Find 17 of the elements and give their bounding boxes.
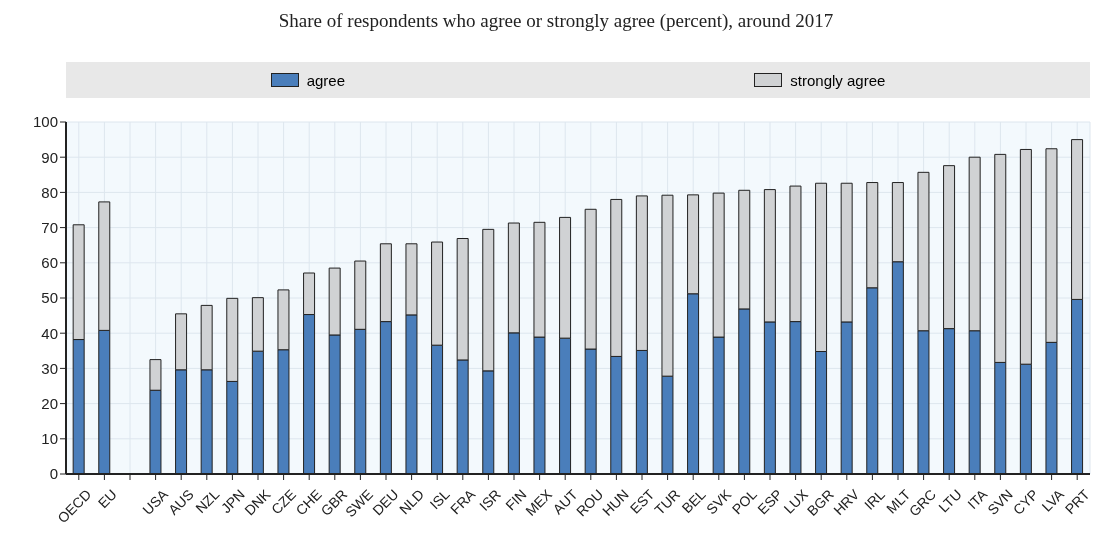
y-tick-label: 70 — [41, 218, 58, 236]
y-tick-label: 0 — [49, 465, 58, 483]
chart-title: Share of respondents who agree or strongly agree (percent), around 2017 — [277, 10, 835, 32]
y-tick-label: 50 — [41, 289, 58, 307]
y-tick-label: 90 — [41, 148, 58, 166]
legend-label: strongly agree — [790, 71, 886, 89]
x-tick-label: NZL — [192, 486, 223, 517]
x-tick-label: ISR — [476, 486, 504, 514]
y-tick-label: 20 — [41, 394, 58, 412]
y-tick-label: 30 — [41, 359, 58, 377]
y-tick-label: 80 — [41, 183, 58, 201]
x-tick-label: EU — [94, 486, 120, 512]
legend-label: agree — [306, 71, 346, 89]
y-tick-label: 60 — [41, 254, 58, 272]
y-tick-label: 10 — [41, 430, 58, 448]
y-tick-label: 40 — [41, 324, 58, 342]
y-tick-label: 100 — [32, 113, 58, 131]
